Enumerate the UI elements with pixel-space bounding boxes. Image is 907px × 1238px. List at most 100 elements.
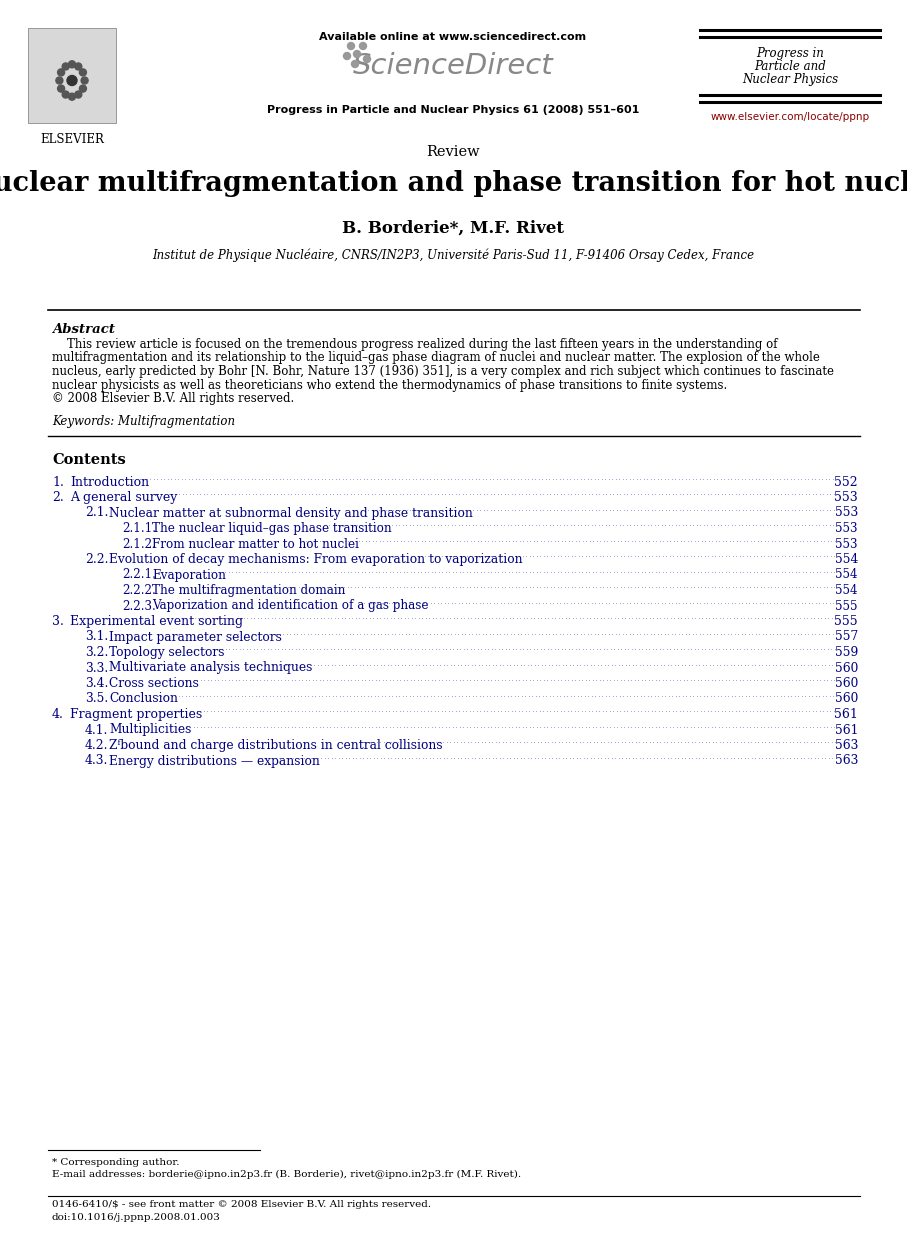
Circle shape — [80, 85, 86, 92]
Text: Topology selectors: Topology selectors — [109, 646, 225, 659]
Text: 555: 555 — [835, 599, 858, 613]
Text: 1.: 1. — [52, 475, 63, 489]
Circle shape — [69, 61, 75, 68]
Text: 553: 553 — [834, 491, 858, 504]
Text: 2.1.1.: 2.1.1. — [122, 522, 156, 535]
Text: multifragmentation and its relationship to the liquid–gas phase diagram of nucle: multifragmentation and its relationship … — [52, 352, 820, 364]
Circle shape — [359, 42, 366, 50]
Circle shape — [354, 51, 360, 57]
Circle shape — [69, 93, 75, 100]
Text: A general survey: A general survey — [70, 491, 178, 504]
Circle shape — [352, 61, 358, 68]
Text: Contents: Contents — [52, 453, 126, 468]
Circle shape — [347, 42, 355, 50]
Text: * Corresponding author.: * Corresponding author. — [52, 1158, 180, 1167]
Text: 559: 559 — [834, 646, 858, 659]
Text: B. Borderie*, M.F. Rivet: B. Borderie*, M.F. Rivet — [342, 220, 564, 236]
Text: 563: 563 — [834, 754, 858, 768]
Text: The multifragmentation domain: The multifragmentation domain — [152, 584, 346, 597]
Text: Keywords: Multifragmentation: Keywords: Multifragmentation — [52, 416, 235, 428]
Text: 554: 554 — [835, 568, 858, 582]
Text: 2.: 2. — [52, 491, 63, 504]
Text: The nuclear liquid–gas phase transition: The nuclear liquid–gas phase transition — [152, 522, 392, 535]
Text: www.elsevier.com/locate/ppnp: www.elsevier.com/locate/ppnp — [710, 111, 870, 123]
Text: 561: 561 — [834, 708, 858, 721]
Text: Vaporization and identification of a gas phase: Vaporization and identification of a gas… — [152, 599, 428, 613]
Text: 554: 554 — [834, 553, 858, 566]
Text: 554: 554 — [835, 584, 858, 597]
Text: Progress in: Progress in — [756, 47, 824, 59]
Text: 555: 555 — [834, 615, 858, 628]
Bar — [28, 28, 116, 123]
Text: doi:10.1016/j.ppnp.2008.01.003: doi:10.1016/j.ppnp.2008.01.003 — [52, 1213, 221, 1222]
Text: 553: 553 — [834, 506, 858, 520]
Text: From nuclear matter to hot nuclei: From nuclear matter to hot nuclei — [152, 537, 359, 551]
Text: Review: Review — [426, 145, 480, 158]
Text: nucleus, early predicted by Bohr [N. Bohr, Nature 137 (1936) 351], is a very com: nucleus, early predicted by Bohr [N. Boh… — [52, 365, 834, 378]
Text: nuclear physicists as well as theoreticians who extend the thermodynamics of pha: nuclear physicists as well as theoretici… — [52, 379, 727, 391]
Text: Multivariate analysis techniques: Multivariate analysis techniques — [109, 661, 312, 675]
Circle shape — [81, 77, 88, 84]
Text: 3.5.: 3.5. — [85, 692, 108, 706]
Text: E-mail addresses: borderie@ipno.in2p3.fr (B. Borderie), rivet@ipno.in2p3.fr (M.F: E-mail addresses: borderie@ipno.in2p3.fr… — [52, 1170, 522, 1179]
Text: 3.3.: 3.3. — [85, 661, 108, 675]
Text: Nuclear Physics: Nuclear Physics — [742, 73, 838, 85]
Text: 2.2.3.: 2.2.3. — [122, 599, 156, 613]
Text: Evaporation: Evaporation — [152, 568, 226, 582]
Text: 2.1.2.: 2.1.2. — [122, 537, 156, 551]
Circle shape — [67, 76, 77, 85]
Text: ELSEVIER: ELSEVIER — [40, 132, 104, 146]
Circle shape — [57, 69, 64, 76]
Text: Institut de Physique Nucléaire, CNRS/IN2P3, Université Paris-Sud 11, F-91406 Ors: Institut de Physique Nucléaire, CNRS/IN2… — [152, 248, 754, 261]
Text: 561: 561 — [834, 723, 858, 737]
Text: Conclusion: Conclusion — [109, 692, 178, 706]
Text: 553: 553 — [835, 537, 858, 551]
Text: Available online at www.sciencedirect.com: Available online at www.sciencedirect.co… — [319, 32, 587, 42]
Text: This review article is focused on the tremendous progress realized during the la: This review article is focused on the tr… — [52, 338, 777, 352]
Text: Nuclear matter at subnormal density and phase transition: Nuclear matter at subnormal density and … — [109, 506, 473, 520]
Text: 2.2.1.: 2.2.1. — [122, 568, 156, 582]
Text: Experimental event sorting: Experimental event sorting — [70, 615, 243, 628]
Text: 4.: 4. — [52, 708, 63, 721]
Text: 3.: 3. — [52, 615, 63, 628]
Text: Progress in Particle and Nuclear Physics 61 (2008) 551–601: Progress in Particle and Nuclear Physics… — [267, 105, 639, 115]
Text: 4.1.: 4.1. — [85, 723, 108, 737]
Text: 563: 563 — [834, 739, 858, 751]
Text: 3.2.: 3.2. — [85, 646, 108, 659]
Text: Nuclear multifragmentation and phase transition for hot nuclei: Nuclear multifragmentation and phase tra… — [0, 170, 907, 197]
Text: Multiplicities: Multiplicities — [109, 723, 191, 737]
Circle shape — [56, 77, 63, 84]
Text: 560: 560 — [834, 677, 858, 690]
Text: Zᶠbound and charge distributions in central collisions: Zᶠbound and charge distributions in cent… — [109, 739, 443, 751]
Text: 4.3.: 4.3. — [85, 754, 108, 768]
Text: 552: 552 — [834, 475, 858, 489]
Text: 3.4.: 3.4. — [85, 677, 108, 690]
Circle shape — [364, 56, 370, 62]
Text: Impact parameter selectors: Impact parameter selectors — [109, 630, 282, 644]
Text: Abstract: Abstract — [52, 323, 115, 335]
Text: 557: 557 — [834, 630, 858, 644]
Text: Introduction: Introduction — [70, 475, 149, 489]
Text: 560: 560 — [834, 661, 858, 675]
Circle shape — [57, 85, 64, 92]
Text: Energy distributions — expansion: Energy distributions — expansion — [109, 754, 320, 768]
Circle shape — [63, 63, 69, 71]
Text: Evolution of decay mechanisms: From evaporation to vaporization: Evolution of decay mechanisms: From evap… — [109, 553, 522, 566]
Circle shape — [63, 92, 69, 98]
Circle shape — [74, 92, 82, 98]
Circle shape — [344, 52, 350, 59]
Text: Fragment properties: Fragment properties — [70, 708, 202, 721]
Text: 4.2.: 4.2. — [85, 739, 109, 751]
Text: 0146-6410/$ - see front matter © 2008 Elsevier B.V. All rights reserved.: 0146-6410/$ - see front matter © 2008 El… — [52, 1200, 431, 1210]
Circle shape — [80, 69, 86, 76]
Text: © 2008 Elsevier B.V. All rights reserved.: © 2008 Elsevier B.V. All rights reserved… — [52, 392, 294, 405]
Text: 3.1.: 3.1. — [85, 630, 108, 644]
Text: 2.1.: 2.1. — [85, 506, 108, 520]
Circle shape — [74, 63, 82, 71]
Text: 2.2.2.: 2.2.2. — [122, 584, 156, 597]
Text: ScienceDirect: ScienceDirect — [353, 52, 553, 80]
Text: Particle and: Particle and — [754, 59, 826, 73]
Text: Cross sections: Cross sections — [109, 677, 199, 690]
Text: 2.2.: 2.2. — [85, 553, 109, 566]
Text: 553: 553 — [835, 522, 858, 535]
